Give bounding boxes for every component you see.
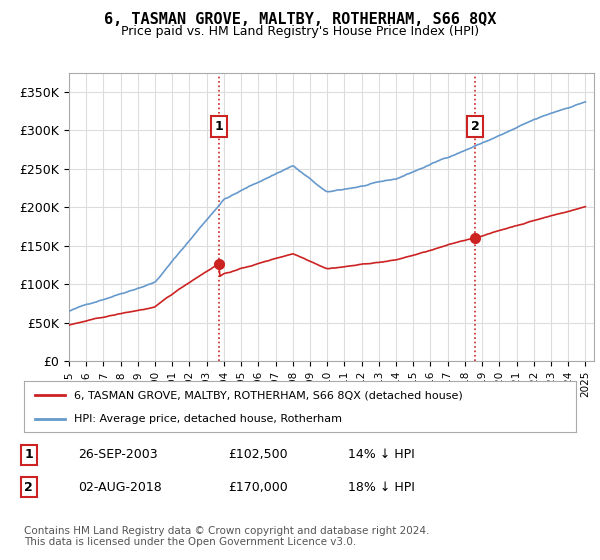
Text: £170,000: £170,000 — [228, 480, 288, 494]
Text: 6, TASMAN GROVE, MALTBY, ROTHERHAM, S66 8QX: 6, TASMAN GROVE, MALTBY, ROTHERHAM, S66 … — [104, 12, 496, 27]
Text: Price paid vs. HM Land Registry's House Price Index (HPI): Price paid vs. HM Land Registry's House … — [121, 25, 479, 38]
Text: Contains HM Land Registry data © Crown copyright and database right 2024.
This d: Contains HM Land Registry data © Crown c… — [24, 526, 430, 547]
Text: 02-AUG-2018: 02-AUG-2018 — [78, 480, 162, 494]
Text: 6, TASMAN GROVE, MALTBY, ROTHERHAM, S66 8QX (detached house): 6, TASMAN GROVE, MALTBY, ROTHERHAM, S66 … — [74, 390, 463, 400]
Text: 2: 2 — [25, 480, 33, 494]
Text: 18% ↓ HPI: 18% ↓ HPI — [348, 480, 415, 494]
Text: 2: 2 — [470, 120, 479, 133]
Text: 1: 1 — [215, 120, 224, 133]
Text: HPI: Average price, detached house, Rotherham: HPI: Average price, detached house, Roth… — [74, 414, 341, 424]
Text: 26-SEP-2003: 26-SEP-2003 — [78, 448, 158, 461]
Text: £102,500: £102,500 — [228, 448, 287, 461]
Text: 14% ↓ HPI: 14% ↓ HPI — [348, 448, 415, 461]
Text: 1: 1 — [25, 448, 33, 461]
